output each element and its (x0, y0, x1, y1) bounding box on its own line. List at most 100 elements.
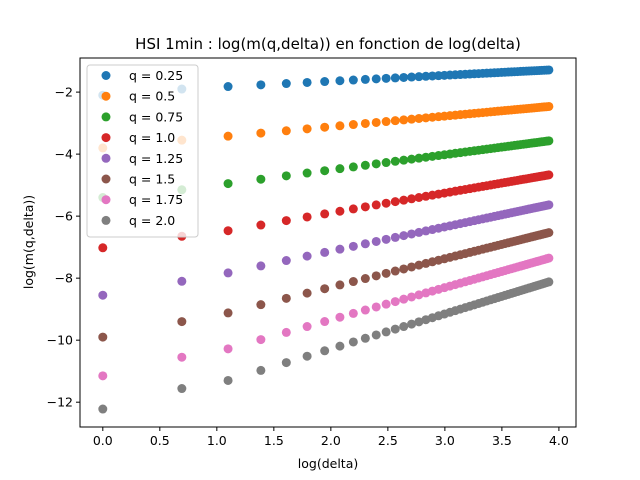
data-point (544, 228, 554, 238)
data-point (223, 82, 233, 92)
data-point (371, 302, 381, 312)
data-point (360, 274, 370, 284)
data-point (390, 73, 400, 83)
data-point (281, 256, 291, 266)
legend-marker (101, 153, 111, 163)
data-point (320, 284, 330, 294)
data-point (381, 73, 391, 83)
y-tick-label: −2 (55, 85, 73, 100)
legend-marker (101, 174, 111, 184)
data-point (302, 322, 312, 332)
data-point (381, 234, 391, 244)
data-point (302, 77, 312, 87)
legend-marker (101, 91, 111, 101)
legend-item: q = 1.5 (101, 172, 175, 187)
data-point (335, 206, 345, 216)
legend-item: q = 1.25 (101, 151, 183, 166)
data-point (335, 76, 345, 86)
data-point (256, 300, 266, 310)
data-point (414, 290, 424, 300)
data-point (390, 116, 400, 126)
x-tick-label: 1.5 (264, 433, 284, 448)
data-point (371, 236, 381, 246)
data-point (302, 124, 312, 134)
data-point (335, 341, 345, 351)
plot-points (98, 65, 554, 414)
data-point (421, 71, 431, 81)
data-point (390, 197, 400, 207)
data-point (302, 251, 312, 261)
data-point (544, 101, 554, 111)
data-point (98, 404, 108, 414)
data-point (414, 193, 424, 202)
data-point (390, 156, 400, 166)
data-point (335, 164, 345, 174)
data-point (360, 239, 370, 249)
data-point (399, 322, 409, 332)
series-5 (98, 200, 554, 300)
data-point (98, 290, 108, 300)
x-tick-label: 1.0 (207, 433, 227, 448)
x-axis-title: log(delta) (298, 456, 358, 471)
data-point (544, 136, 554, 146)
legend-label: q = 0.5 (129, 89, 175, 104)
data-point (381, 268, 391, 278)
data-point (302, 212, 312, 222)
data-point (407, 154, 417, 164)
series-4 (98, 170, 554, 253)
data-point (407, 229, 417, 239)
legend-box (86, 64, 199, 238)
series-6 (98, 228, 554, 342)
data-point (399, 155, 409, 165)
legend-marker (101, 133, 111, 143)
data-point (256, 174, 266, 184)
legend-item: q = 2.0 (101, 213, 175, 228)
data-point (348, 277, 358, 287)
data-point (407, 194, 417, 204)
data-point (399, 195, 409, 205)
data-point (223, 268, 233, 278)
data-point (407, 262, 417, 272)
x-tick-label: 0.0 (93, 433, 113, 448)
data-point (407, 292, 417, 302)
data-point (399, 294, 409, 304)
data-point (407, 72, 417, 82)
data-point (281, 327, 291, 337)
legend-item: q = 0.5 (101, 89, 175, 104)
data-point (177, 276, 187, 286)
data-point (177, 352, 187, 362)
data-point (335, 312, 345, 322)
data-point (177, 384, 187, 394)
data-point (223, 344, 233, 354)
data-point (399, 264, 409, 274)
series-8 (98, 277, 554, 414)
legend: q = 0.25 q = 0.5 q = 0.75 q = 1.0 q = 1.25 q … (86, 64, 199, 238)
data-point (281, 358, 291, 368)
data-point (177, 317, 187, 327)
x-tick-label: 2.5 (378, 433, 398, 448)
data-point (302, 351, 312, 361)
data-point (335, 121, 345, 131)
data-point (281, 293, 291, 303)
data-point (281, 79, 291, 89)
data-point (414, 153, 424, 163)
data-point (414, 72, 424, 82)
data-point (371, 117, 381, 127)
legend-item: q = 0.25 (101, 68, 183, 83)
data-point (348, 162, 358, 172)
data-point (98, 371, 108, 381)
series-2 (98, 101, 554, 153)
data-point (281, 171, 291, 181)
data-point (256, 365, 266, 375)
data-point (399, 231, 409, 241)
data-point (381, 117, 391, 127)
data-point (223, 308, 233, 318)
data-point (348, 337, 358, 347)
legend-item: q = 1.0 (101, 130, 175, 145)
data-point (320, 77, 330, 87)
data-point (371, 159, 381, 169)
legend-item: q = 0.75 (101, 109, 183, 124)
data-point (281, 216, 291, 226)
data-point (421, 113, 431, 123)
data-point (320, 122, 330, 132)
